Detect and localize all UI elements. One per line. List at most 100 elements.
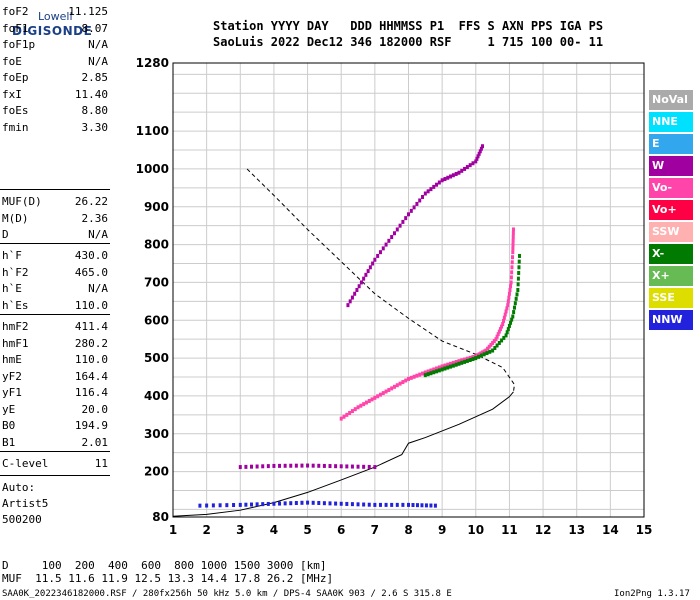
data-point xyxy=(350,464,354,469)
param-key: MUF(D) xyxy=(2,195,42,208)
param-row: foEs 8.80 xyxy=(2,104,108,120)
data-point xyxy=(509,284,513,289)
data-point xyxy=(401,502,405,507)
logo-lowell: Lowell xyxy=(38,10,73,23)
param-row: h`F2 465.0 xyxy=(2,266,108,282)
data-point xyxy=(367,502,371,507)
param-value: 20.0 xyxy=(81,402,109,416)
x-tick-label: 4 xyxy=(270,523,278,537)
data-point xyxy=(381,246,385,251)
param-row: fxI 11.40 xyxy=(2,88,108,104)
data-point xyxy=(503,312,507,317)
data-point xyxy=(373,257,377,262)
y-tick-label: 200 xyxy=(144,465,169,479)
data-point xyxy=(515,292,519,297)
data-point xyxy=(418,372,422,377)
data-point xyxy=(409,208,413,213)
data-point xyxy=(359,280,363,285)
data-point xyxy=(440,364,444,369)
data-point xyxy=(493,346,497,351)
data-point xyxy=(432,370,436,375)
data-point xyxy=(342,414,346,419)
data-point xyxy=(454,362,458,367)
data-point xyxy=(401,380,405,385)
data-point xyxy=(451,360,455,365)
data-point xyxy=(250,502,253,507)
data-point xyxy=(415,373,419,378)
data-point xyxy=(511,235,515,240)
data-point xyxy=(491,340,495,345)
x-tick-label: 11 xyxy=(501,523,518,537)
data-point xyxy=(407,502,410,507)
param-value: 110.0 xyxy=(74,353,108,366)
data-point xyxy=(518,253,522,258)
dashed-line xyxy=(246,168,515,392)
data-point xyxy=(432,367,436,372)
param-key: hmE xyxy=(2,353,22,366)
param-key: foF1p xyxy=(2,38,36,51)
data-point xyxy=(289,501,293,506)
data-point xyxy=(346,303,350,308)
data-point xyxy=(511,231,515,236)
data-point xyxy=(495,343,499,348)
legend-item-x-: X- xyxy=(649,244,693,264)
param-row: hmF1 280.2 xyxy=(2,337,108,353)
data-point xyxy=(468,163,472,168)
data-point xyxy=(516,276,520,281)
data-point xyxy=(443,366,447,371)
data-point xyxy=(345,464,349,469)
data-point xyxy=(345,501,349,506)
data-point xyxy=(511,255,515,260)
data-point xyxy=(429,187,433,192)
data-point xyxy=(498,327,502,332)
data-point xyxy=(311,500,315,505)
data-point xyxy=(513,301,517,306)
data-point xyxy=(509,280,513,285)
data-point xyxy=(238,465,242,470)
param-key: fmin xyxy=(2,120,29,134)
auto-artist: Artist5 xyxy=(2,497,49,510)
data-point xyxy=(504,309,508,314)
data-point xyxy=(511,242,515,247)
data-point xyxy=(244,502,248,507)
data-point xyxy=(505,306,509,311)
data-point xyxy=(474,356,478,361)
x-tick-label: 12 xyxy=(535,523,552,537)
y-tick-label: 1100 xyxy=(136,124,169,138)
data-point xyxy=(376,253,380,258)
data-point xyxy=(465,358,469,363)
x-tick-label: 7 xyxy=(371,523,379,537)
data-point xyxy=(198,503,202,508)
data-point xyxy=(357,284,361,289)
data-point xyxy=(339,464,343,469)
data-point xyxy=(378,502,382,507)
data-point xyxy=(378,392,382,397)
x-tick-label: 6 xyxy=(337,523,345,537)
data-point xyxy=(395,502,399,507)
data-point xyxy=(387,387,391,392)
data-point xyxy=(300,500,304,505)
param-value: 116.4 xyxy=(74,386,108,399)
data-point xyxy=(362,464,366,469)
param-value: 110.0 xyxy=(74,298,108,312)
data-point xyxy=(502,335,506,340)
legend-item-w: W xyxy=(649,156,693,176)
param-row: foE N/A xyxy=(2,55,108,71)
data-point xyxy=(423,191,427,196)
param-value: 11 xyxy=(94,457,108,470)
data-point xyxy=(449,364,453,369)
data-point xyxy=(317,463,321,468)
data-point xyxy=(412,205,416,210)
param-key: h`E xyxy=(2,282,22,295)
param-key: D xyxy=(2,228,9,241)
data-point xyxy=(504,333,508,338)
param-row: foF1p N/A xyxy=(2,38,108,54)
data-point xyxy=(454,171,458,176)
data-point xyxy=(266,501,270,506)
data-point xyxy=(244,464,248,469)
y-tick-label: 80 xyxy=(152,510,169,524)
data-point xyxy=(404,216,408,221)
data-point xyxy=(392,231,396,236)
data-point xyxy=(468,357,472,362)
y-tick-label: 900 xyxy=(144,200,169,214)
